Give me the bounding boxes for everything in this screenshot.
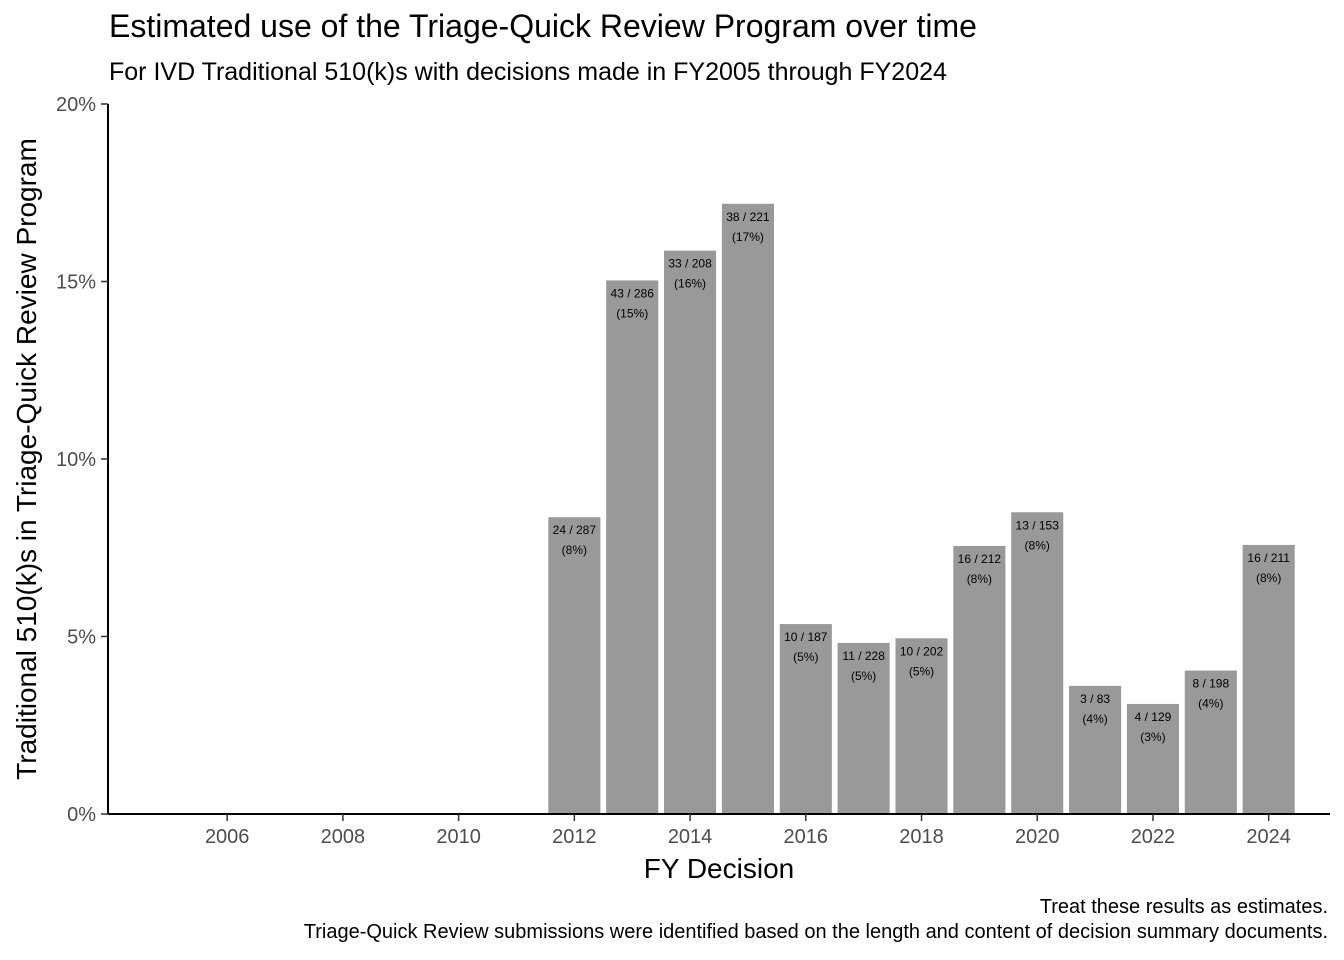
y-axis-title: Traditional 510(k)s in Triage-Quick Revi… bbox=[11, 138, 42, 780]
x-tick-label: 2008 bbox=[321, 826, 366, 848]
y-axis: 0% 5% 10% 15% 20% bbox=[56, 94, 109, 826]
x-tick-label: 2024 bbox=[1246, 826, 1291, 848]
x-tick-label: 2006 bbox=[205, 826, 250, 848]
x-tick-label: 2018 bbox=[899, 826, 944, 848]
caption-line-1: Treat these results as estimates. bbox=[1039, 896, 1328, 918]
bar-2016 bbox=[779, 624, 832, 814]
bar-2015 bbox=[721, 203, 774, 814]
bar-label-percent: (5%) bbox=[909, 664, 934, 678]
x-tick-label: 2020 bbox=[1015, 826, 1060, 848]
bar-label-count: 38 / 221 bbox=[726, 210, 770, 224]
x-tick-label: 2022 bbox=[1131, 826, 1176, 848]
bar-label-count: 33 / 208 bbox=[668, 257, 712, 271]
y-tick-label: 0% bbox=[67, 804, 96, 826]
x-axis: 2006 2008 2010 2012 2014 2016 2018 2020 2022 2024 bbox=[108, 813, 1330, 848]
y-tick-label: 5% bbox=[67, 627, 96, 649]
bar-label-percent: (5%) bbox=[793, 650, 818, 664]
bar-label-count: 16 / 212 bbox=[958, 552, 1002, 566]
bar-2012 bbox=[548, 517, 601, 814]
bar-label-percent: (4%) bbox=[1082, 712, 1107, 726]
bars-group bbox=[548, 203, 1295, 815]
bar-label-count: 10 / 202 bbox=[900, 644, 944, 658]
y-tick-label: 10% bbox=[56, 449, 96, 471]
bar-2023 bbox=[1184, 670, 1237, 814]
bar-label-count: 10 / 187 bbox=[784, 630, 828, 644]
bar-label-percent: (5%) bbox=[851, 669, 876, 683]
bar-label-percent: (8%) bbox=[562, 543, 587, 557]
bar-2022 bbox=[1126, 703, 1179, 814]
bar-2021 bbox=[1069, 685, 1122, 814]
bar-2014 bbox=[664, 250, 717, 815]
bar-2020 bbox=[1011, 512, 1064, 814]
bar-label-percent: (15%) bbox=[616, 306, 648, 320]
bar-label-percent: (8%) bbox=[1256, 571, 1281, 585]
bar-label-percent: (16%) bbox=[674, 277, 706, 291]
bar-2018 bbox=[895, 638, 948, 814]
bar-2024 bbox=[1242, 544, 1295, 814]
x-axis-title: FY Decision bbox=[644, 853, 794, 884]
chart-title: Estimated use of the Triage-Quick Review… bbox=[109, 8, 977, 44]
bar-2017 bbox=[837, 642, 890, 814]
x-tick-label: 2012 bbox=[552, 826, 597, 848]
x-tick-label: 2010 bbox=[436, 826, 481, 848]
bar-label-count: 8 / 198 bbox=[1192, 677, 1229, 691]
bar-label-count: 13 / 153 bbox=[1016, 518, 1060, 532]
bar-2019 bbox=[953, 545, 1006, 814]
bar-label-count: 11 / 228 bbox=[842, 649, 885, 663]
x-tick-label: 2014 bbox=[668, 826, 713, 848]
bar-2013 bbox=[606, 280, 659, 814]
chart-subtitle: For IVD Traditional 510(k)s with decisio… bbox=[109, 58, 947, 86]
bar-label-percent: (3%) bbox=[1140, 730, 1165, 744]
bar-label-percent: (4%) bbox=[1198, 697, 1223, 711]
bar-label-count: 16 / 211 bbox=[1247, 551, 1290, 565]
bar-label-count: 3 / 83 bbox=[1080, 692, 1110, 706]
bar-label-percent: (8%) bbox=[967, 572, 992, 586]
bar-label-percent: (8%) bbox=[1025, 538, 1050, 552]
bar-label-count: 4 / 129 bbox=[1135, 710, 1172, 724]
bar-label-count: 43 / 286 bbox=[611, 286, 655, 300]
bar-labels-group: 24 / 287 (8%) 43 / 286 (15%) 33 / 208 (16%) 38… bbox=[553, 210, 1291, 744]
bar-label-percent: (17%) bbox=[732, 230, 764, 244]
caption-line-2: Triage-Quick Review submissions were ide… bbox=[303, 921, 1328, 943]
x-tick-label: 2016 bbox=[784, 826, 829, 848]
bar-label-count: 24 / 287 bbox=[553, 523, 597, 537]
y-tick-label: 20% bbox=[56, 94, 96, 116]
y-tick-label: 15% bbox=[56, 272, 96, 294]
